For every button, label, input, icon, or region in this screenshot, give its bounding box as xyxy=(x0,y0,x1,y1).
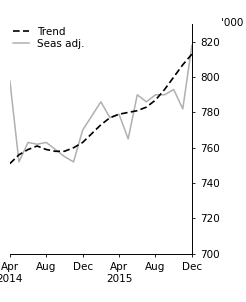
Seas adj. xyxy=(72,160,75,164)
Trend xyxy=(181,63,184,66)
Seas adj. xyxy=(181,107,184,111)
Seas adj. xyxy=(27,141,30,144)
Trend xyxy=(8,162,11,165)
Seas adj. xyxy=(17,160,20,164)
Seas adj. xyxy=(45,141,48,144)
Trend xyxy=(90,132,93,135)
Trend xyxy=(172,75,175,79)
Seas adj. xyxy=(36,143,39,146)
Trend xyxy=(63,149,66,153)
Trend xyxy=(145,105,148,109)
Line: Seas adj.: Seas adj. xyxy=(10,45,192,162)
Trend xyxy=(163,88,166,91)
Seas adj. xyxy=(154,93,157,97)
Trend xyxy=(136,109,139,112)
Seas adj. xyxy=(145,100,148,104)
Trend xyxy=(127,111,130,114)
Trend xyxy=(27,148,30,151)
Trend xyxy=(190,52,193,56)
Trend xyxy=(45,148,48,151)
Seas adj. xyxy=(54,148,57,151)
Trend xyxy=(72,146,75,149)
Trend xyxy=(54,149,57,153)
Seas adj. xyxy=(108,116,111,120)
Trend xyxy=(154,98,157,102)
Y-axis label: '000: '000 xyxy=(221,18,243,28)
Trend xyxy=(99,123,102,127)
Trend xyxy=(17,153,20,157)
Legend: Trend, Seas adj.: Trend, Seas adj. xyxy=(12,26,85,50)
Seas adj. xyxy=(190,43,193,47)
Line: Trend: Trend xyxy=(10,54,192,164)
Seas adj. xyxy=(8,79,11,82)
Seas adj. xyxy=(99,100,102,104)
Seas adj. xyxy=(136,93,139,97)
Seas adj. xyxy=(127,137,130,141)
Seas adj. xyxy=(63,155,66,158)
Seas adj. xyxy=(81,128,84,132)
Seas adj. xyxy=(163,93,166,97)
Seas adj. xyxy=(90,114,93,118)
Trend xyxy=(81,141,84,144)
Trend xyxy=(36,144,39,148)
Seas adj. xyxy=(172,88,175,91)
Trend xyxy=(118,112,121,116)
Seas adj. xyxy=(118,112,121,116)
Trend xyxy=(108,116,111,120)
